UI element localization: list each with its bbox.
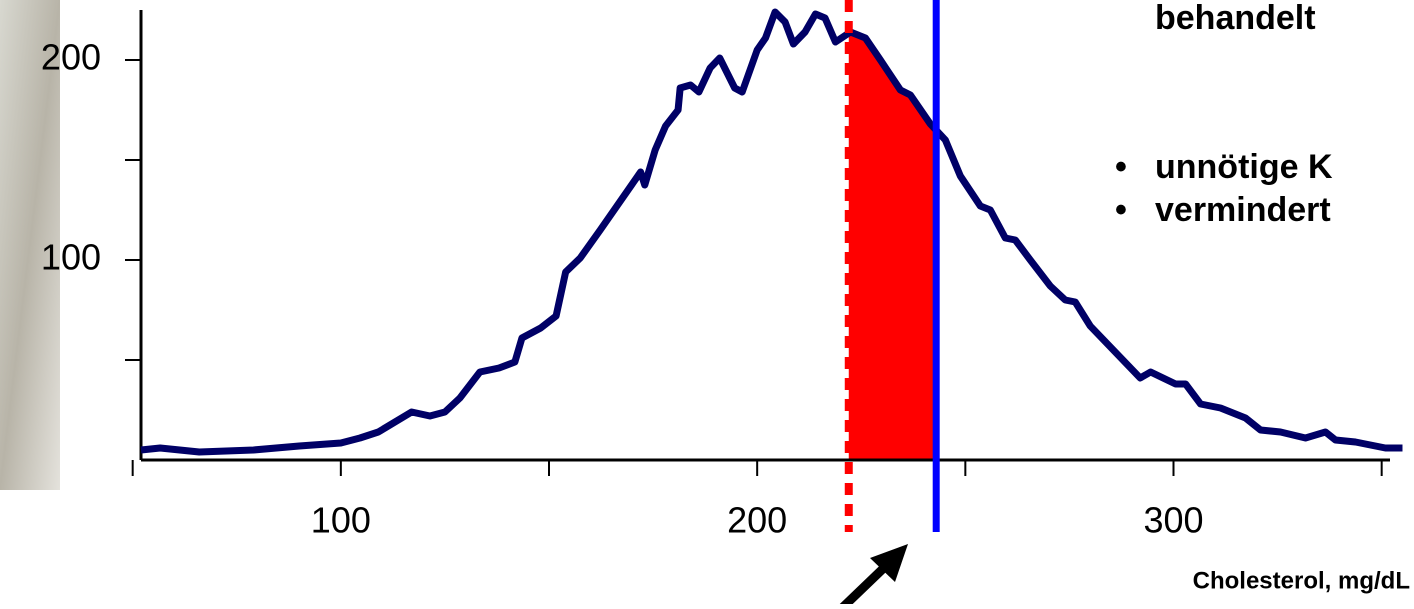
x-tick-label: 100 — [311, 500, 371, 541]
annotation: unnötige K — [1155, 148, 1333, 186]
bullet: • — [1115, 148, 1127, 186]
data-line — [140, 8, 1403, 456]
x-axis-title: Cholesterol, mg/dL — [1193, 567, 1410, 594]
annotation: vermindert — [1155, 191, 1331, 229]
highlight-area — [848, 32, 937, 460]
arrow — [836, 544, 908, 609]
background-photo — [0, 0, 60, 490]
x-tick-label: 200 — [727, 500, 787, 541]
bullet: • — [1115, 191, 1127, 229]
x-tick-label: 300 — [1143, 500, 1203, 541]
annotation: behandelt — [1155, 0, 1316, 37]
y-tick-label: 200 — [41, 37, 101, 78]
y-tick-label: 100 — [41, 237, 101, 278]
